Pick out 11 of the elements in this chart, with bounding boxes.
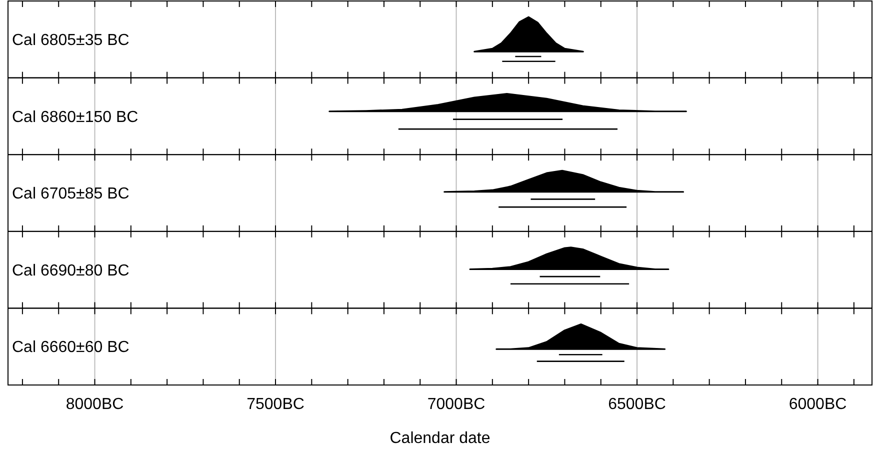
text: Cal 6690±80 BC — [12, 262, 130, 280]
text: Cal 6660±60 BC — [12, 339, 130, 356]
text: Cal 6805±35 BC — [12, 32, 130, 49]
x-tick-label: 7000BC — [427, 396, 486, 413]
text: Cal 6705±85 BC — [12, 186, 130, 203]
text: Cal 6860±150 BC — [12, 108, 138, 126]
x-tick-label: 6000BC — [788, 396, 847, 413]
x-tick-label: 6500BC — [608, 396, 666, 413]
x-tick-label: 8000BC — [66, 396, 124, 413]
x-tick-label: 7500BC — [246, 396, 304, 413]
x-axis-title: Calendar date — [390, 430, 490, 447]
